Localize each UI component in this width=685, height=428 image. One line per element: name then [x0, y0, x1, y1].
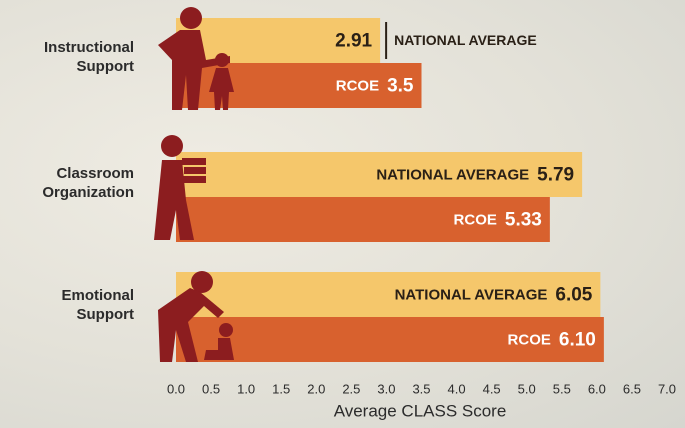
- x-tick-label: 6.5: [623, 381, 641, 396]
- icon-part: [180, 7, 202, 29]
- series-label: NATIONAL AVERAGE: [395, 286, 548, 303]
- value-label: 2.91: [335, 31, 372, 52]
- series-label: NATIONAL AVERAGE: [376, 166, 529, 183]
- chart: 2.91 NATIONAL AVERAGE 3.5 RCOE 5.79 NATIONAL …: [0, 0, 685, 428]
- x-tick-label: 1.5: [272, 381, 290, 396]
- icon-part: [161, 135, 183, 157]
- icon-part: [215, 53, 229, 67]
- value-label: 5.79: [537, 165, 574, 186]
- x-tick-label: 6.0: [588, 381, 606, 396]
- x-tick-label: 0.0: [167, 381, 185, 396]
- value-label: 5.33: [505, 210, 542, 231]
- icon-part: [219, 323, 233, 337]
- series-label: RCOE: [336, 77, 379, 94]
- x-tick-label: 5.0: [518, 381, 536, 396]
- value-label: 6.05: [555, 285, 592, 306]
- x-tick-label: 7.0: [658, 381, 676, 396]
- bars: 2.91 NATIONAL AVERAGE 3.5 RCOE 5.79 NATIONAL …: [176, 18, 604, 362]
- category-label: Emotional Support: [12, 286, 134, 324]
- x-axis-title: Average CLASS Score: [334, 401, 507, 420]
- x-tick-label: 1.0: [237, 381, 255, 396]
- icon-part: [191, 271, 213, 293]
- x-tick-label: 4.5: [483, 381, 501, 396]
- series-label: NATIONAL AVERAGE: [394, 32, 537, 48]
- icon-part: [184, 167, 206, 174]
- category-label: Classroom Organization: [12, 164, 134, 202]
- x-tick-label: 2.0: [307, 381, 325, 396]
- x-tick-label: 0.5: [202, 381, 220, 396]
- value-label: 6.10: [559, 330, 596, 351]
- x-axis: Average CLASS Score 0.0 0.5 1.0 1.5 2.0 2.5 3.…: [167, 381, 676, 420]
- series-label: RCOE: [508, 331, 551, 348]
- x-tick-label: 3.5: [412, 381, 430, 396]
- x-tick-label: 4.0: [448, 381, 466, 396]
- icon-part: [182, 158, 206, 165]
- value-label: 3.5: [387, 76, 414, 97]
- category-label: Instructional Support: [12, 38, 134, 76]
- x-tick-label: 5.5: [553, 381, 571, 396]
- x-tick-label: 2.5: [342, 381, 360, 396]
- series-label: RCOE: [454, 211, 497, 228]
- icon-part: [182, 176, 206, 183]
- x-tick-label: 3.0: [377, 381, 395, 396]
